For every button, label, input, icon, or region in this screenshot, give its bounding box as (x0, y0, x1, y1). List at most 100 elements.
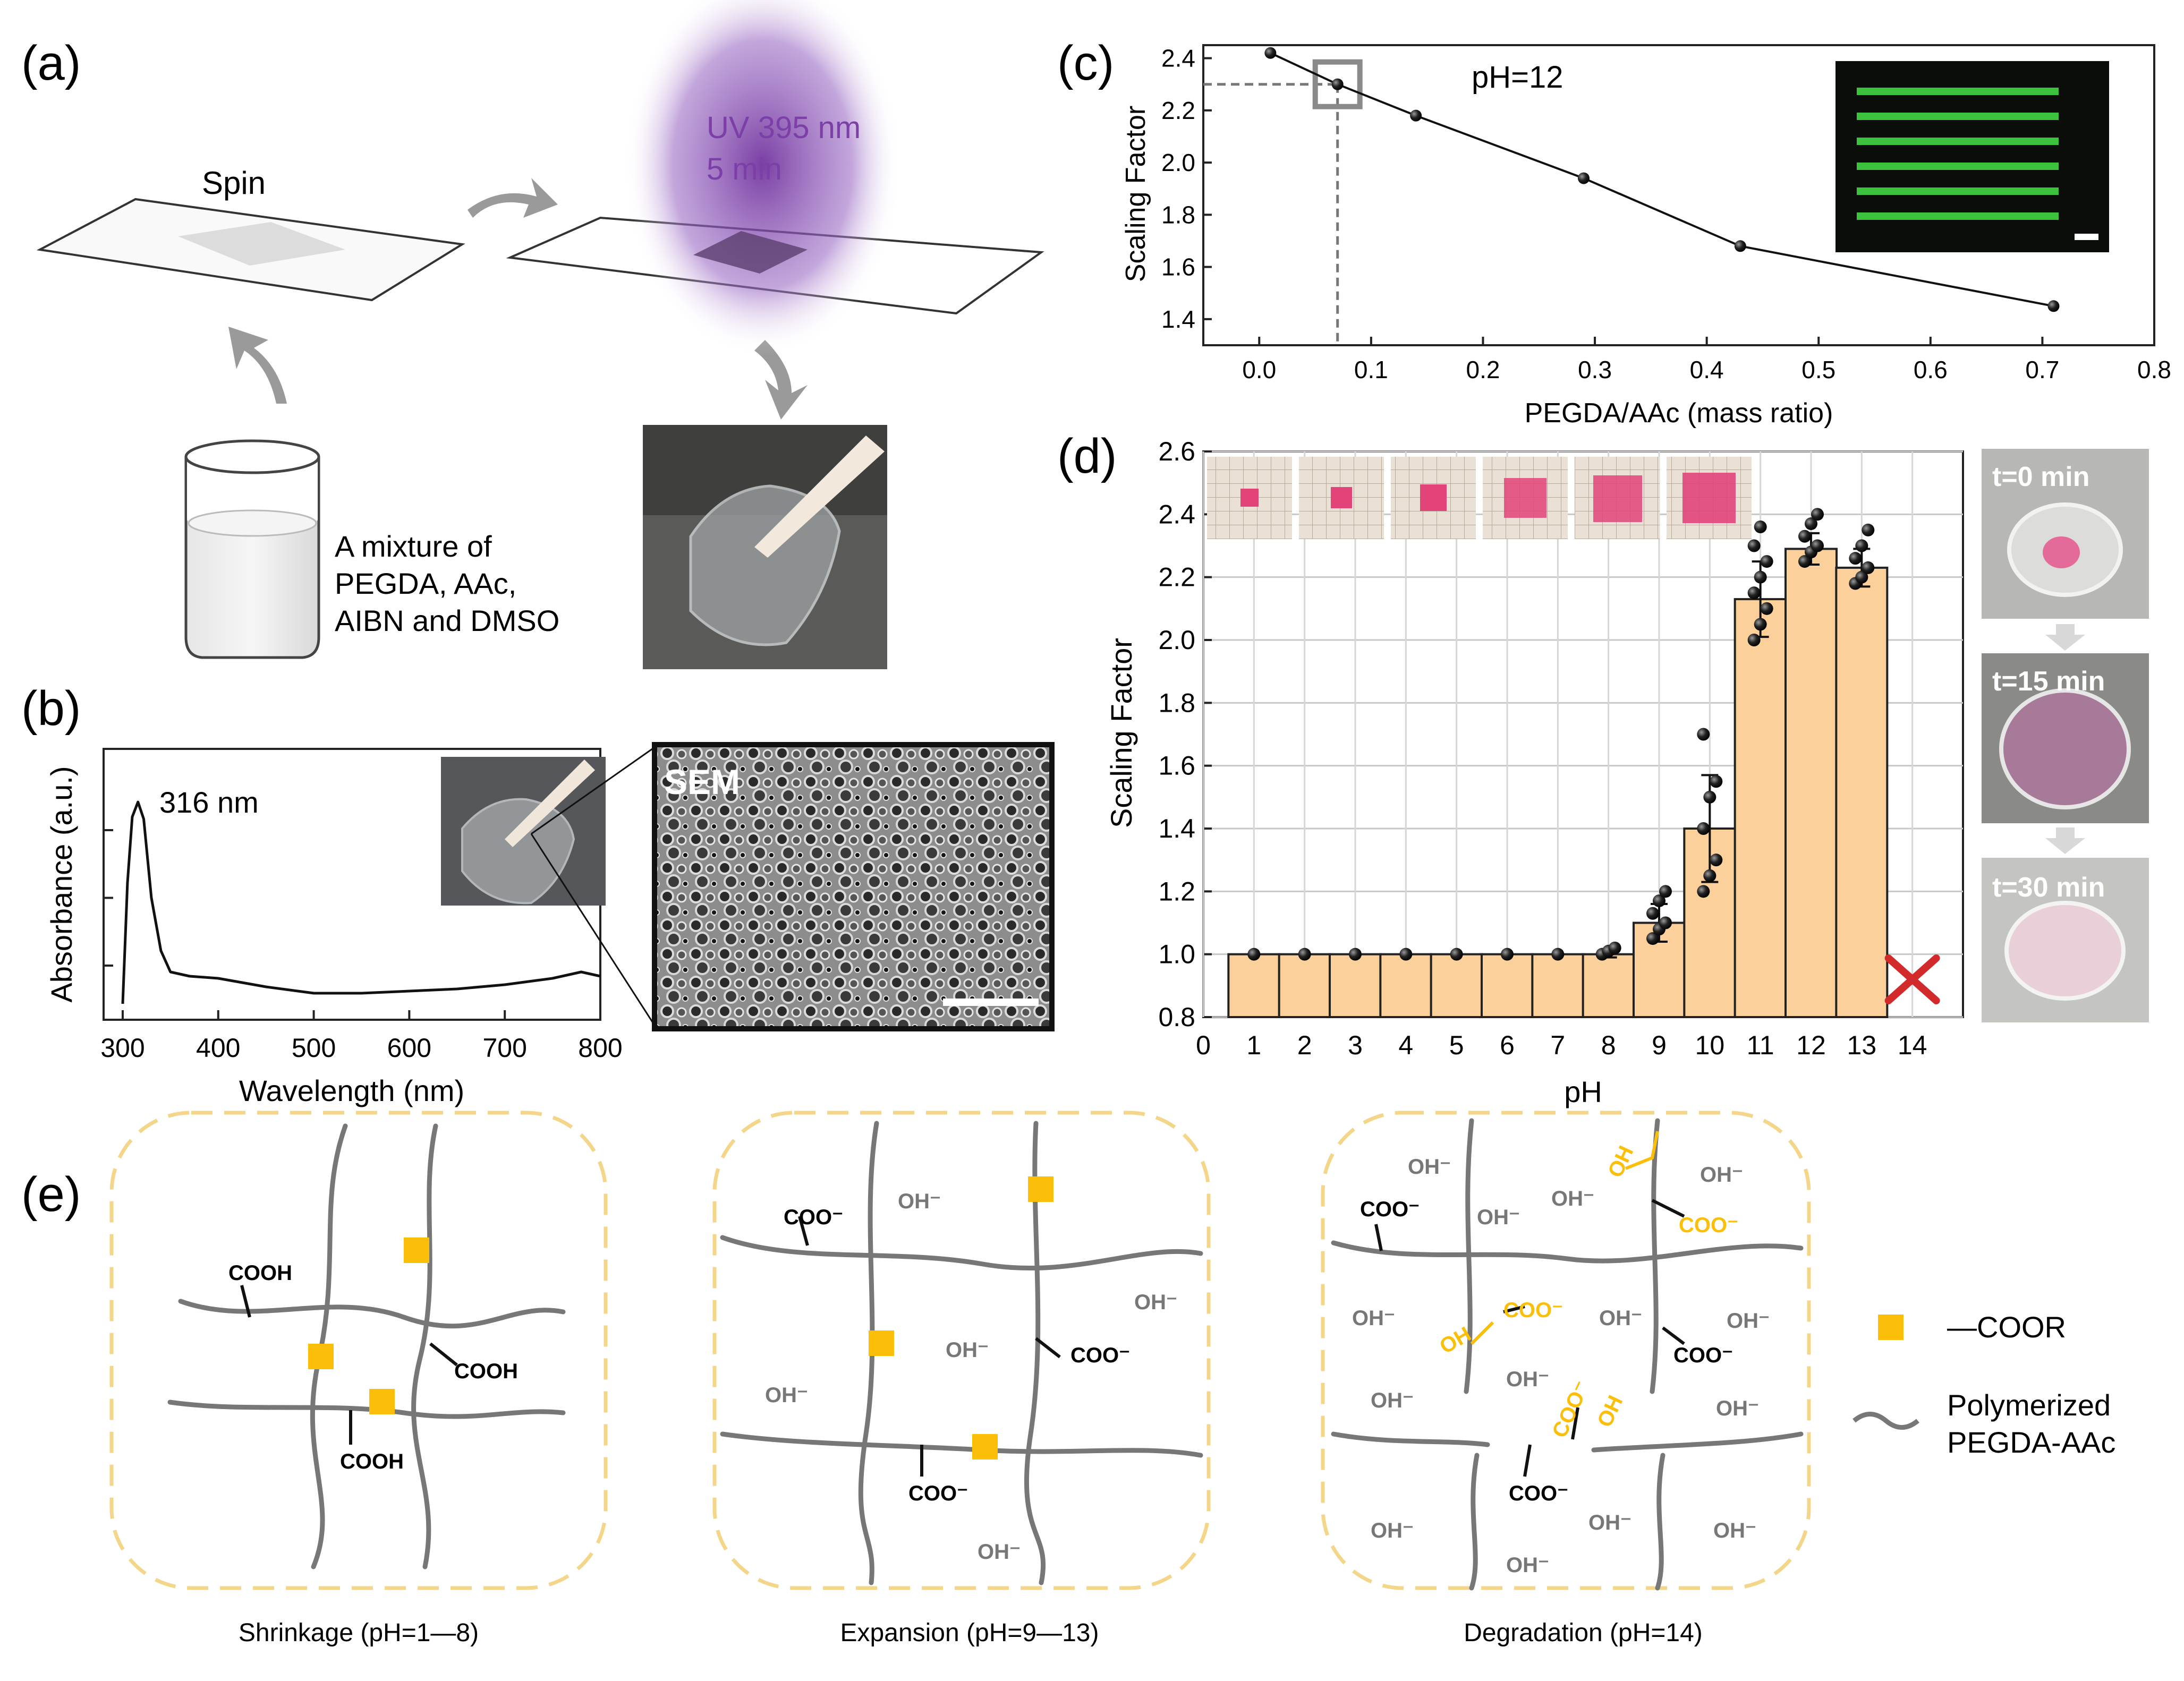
panel-d-label: (d) (1057, 429, 1117, 483)
inset-photo (441, 757, 606, 906)
expansion-oh-ions: OH⁻ OH⁻ OH⁻ OH⁻ OH⁻ (765, 1190, 1177, 1564)
ph-y-tick-label: 1.0 (1158, 940, 1195, 969)
shrinkage-groups (240, 1285, 458, 1445)
cooh-label: COOH (228, 1261, 292, 1285)
ratio-x-tick-label: 0.0 (1242, 356, 1276, 383)
ratio-y-tick-label: 2.0 (1161, 149, 1195, 176)
t15-label: t=15 min (1992, 666, 2105, 697)
coo-label: COO⁻ (784, 1206, 843, 1229)
uv-beam (624, 0, 900, 356)
ph-data-point (1608, 941, 1621, 954)
ph-data-point (1710, 775, 1723, 788)
panel-a: (a) Spin UV 395 nm 5 min A mixture of PE… (21, 0, 1044, 669)
panel-e-label: (e) (21, 1167, 81, 1222)
degradation-network (1331, 1118, 1804, 1591)
shrinkage-caption: Shrinkage (pH=1—8) (239, 1619, 479, 1647)
absorbance-chart: 316 nm Wavelength (nm) Absorbance (a.u.)… (45, 748, 623, 1107)
degradation-oh-bonds (1470, 1131, 1659, 1345)
ph-y-tick-label: 2.2 (1158, 562, 1195, 592)
ph-data-point (1703, 790, 1716, 804)
oh-ion-label: OH⁻ (1716, 1397, 1759, 1420)
oh-ion-label: OH⁻ (1727, 1309, 1770, 1333)
ph-data-point (1298, 948, 1311, 961)
ph-y-tick-label: 1.8 (1158, 688, 1195, 718)
panel-b-label: (b) (21, 681, 81, 736)
ratio-x-label: PEGDA/AAc (mass ratio) (1525, 398, 1833, 429)
ph-y-tick-label: 1.4 (1158, 814, 1195, 843)
ph-data-point (1798, 555, 1811, 568)
panel-e: (e) COOH COOH COOH Shrinkage (pH=1—8) (21, 1111, 2115, 1647)
ph-data-point (1703, 869, 1716, 882)
ratio-point (1578, 172, 1590, 184)
ph-x-tick-label: 0 (1196, 1030, 1211, 1060)
ph-y-label: Scaling Factor (1104, 638, 1138, 828)
ph-data-point (1659, 885, 1672, 898)
ph-annotation: pH=12 (1472, 60, 1563, 95)
ratio-x-tick-label: 0.6 (1914, 356, 1948, 383)
ratio-point (2047, 300, 2060, 312)
ratio-y-tick-label: 1.4 (1161, 305, 1195, 333)
coo-label: COO⁻ (1070, 1344, 1130, 1367)
ph-data-point (1754, 570, 1767, 584)
panel-d: (d) pH Scaling Factor 0.8 1.0 1.2 1.4 1.6 1.8… (1057, 429, 2149, 1108)
absorbance-x-tick-label: 500 (292, 1033, 336, 1063)
coo-label: COO⁻ (908, 1482, 968, 1505)
beaker-icon (184, 439, 320, 659)
ph-bar (1733, 598, 1787, 1019)
degradation-photos: t=0 min t=15 min t=30 min (1982, 449, 2149, 1022)
absorbance-curve (121, 800, 601, 1004)
ph-data-point (1646, 907, 1659, 920)
ph-data-point (1747, 634, 1761, 646)
ph-bar (1329, 953, 1382, 1018)
absorbance-x-label: Wavelength (nm) (239, 1074, 464, 1107)
ph-bar (1379, 953, 1433, 1018)
ph-x-tick-label: 6 (1500, 1030, 1515, 1060)
uv-film (693, 231, 808, 274)
ratio-x-tick-label: 0.4 (1690, 356, 1724, 383)
ratio-x-tick-label: 0.8 (2137, 356, 2171, 383)
sem-image: SEM (652, 742, 1055, 1031)
coo-label: COO⁻ (1509, 1482, 1568, 1505)
ph-y-tick-label: 2.0 (1158, 625, 1195, 655)
ph-x-tick-label: 14 (1898, 1030, 1927, 1060)
ph-x-tick-label: 4 (1398, 1030, 1413, 1060)
ph-x-tick-label: 2 (1297, 1030, 1312, 1060)
ph-y-tick-label: 1.2 (1158, 876, 1195, 906)
ratio-y-tick-label: 2.2 (1161, 97, 1195, 124)
oh-ion-label: OH⁻ (1134, 1291, 1177, 1314)
legend-polymer-line-2: PEGDA-AAc (1947, 1426, 2115, 1459)
oh-ion-label: OH⁻ (1371, 1389, 1414, 1412)
ph-data-point (1551, 948, 1565, 961)
ph-data-point (1501, 948, 1514, 961)
oh-ion-label: OH⁻ (1477, 1206, 1520, 1229)
ph-x-tick-label: 1 (1246, 1030, 1261, 1060)
ph-x-label: pH (1564, 1075, 1602, 1108)
degradation-caption: Degradation (pH=14) (1464, 1619, 1703, 1647)
absorbance-x-tick-label: 300 (100, 1033, 145, 1063)
ph-data-point (1811, 539, 1824, 552)
arrow-up-icon (228, 327, 287, 404)
scaling-vs-ratio-chart: pH=12 PEGDA/AAc (mass ratio) Scaling Fac… (1120, 44, 2171, 429)
absorbance-x-tick-label: 800 (578, 1033, 622, 1063)
ph-data-point (1450, 948, 1463, 961)
ratio-point (1331, 78, 1344, 90)
ratio-plot-frame (1202, 44, 2155, 346)
panel-a-label: (a) (21, 36, 81, 90)
cooh-label: COOH (340, 1450, 404, 1473)
ph-x-tick-label: 11 (1747, 1030, 1774, 1060)
ratio-x-tick-label: 0.2 (1466, 356, 1500, 383)
ratio-y-tick-label: 2.4 (1161, 45, 1195, 72)
ph-data-point (1849, 552, 1862, 565)
ph-y-tick-label: 2.4 (1158, 499, 1195, 529)
ratio-point (1734, 240, 1746, 252)
coo-label: COO⁻ (1673, 1344, 1733, 1367)
mixture-line-2: PEGDA, AAc, (335, 567, 516, 600)
ph-x-tick-label: 8 (1601, 1030, 1616, 1060)
legend-ester-label: —COOR (1947, 1310, 2066, 1344)
oh-ion-label: OH⁻ (946, 1338, 989, 1362)
ester-squares (869, 1176, 1053, 1460)
ph-data-point (1349, 948, 1362, 961)
cooh-label: COOH (454, 1360, 518, 1383)
gel-photos (1207, 457, 1752, 539)
